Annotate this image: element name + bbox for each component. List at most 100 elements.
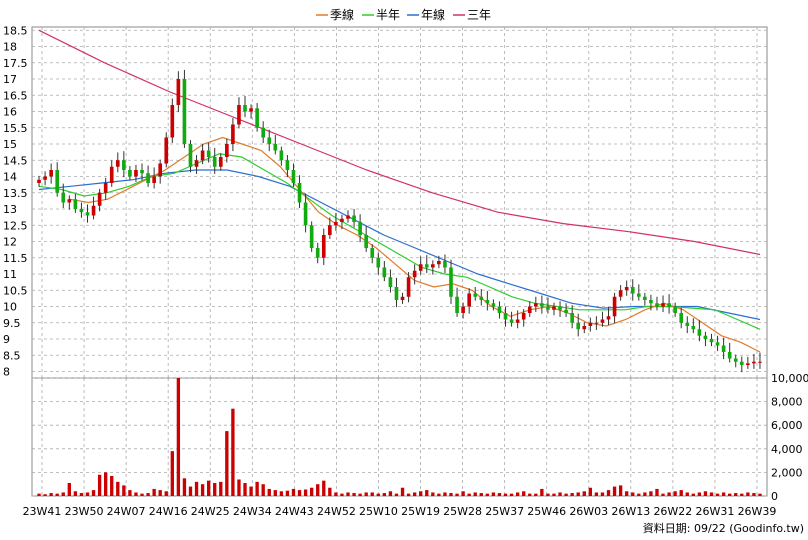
volume-bar xyxy=(691,493,695,496)
volume-bar xyxy=(655,488,659,496)
candle-body xyxy=(497,306,502,313)
candle-body xyxy=(352,215,356,222)
volume-bar xyxy=(237,479,241,496)
volume-bar xyxy=(431,492,435,496)
volume-bar xyxy=(182,478,187,496)
volume-bar xyxy=(279,491,284,496)
volume-bar xyxy=(261,484,265,496)
candle-body xyxy=(655,303,659,307)
candle-body xyxy=(49,170,53,177)
candle-body xyxy=(533,303,538,307)
volume-bar xyxy=(564,493,568,496)
volume-y-axis: 10,000 8,000 6,000 4,000 2,000 0 xyxy=(771,372,808,503)
x-tick-label: 24W25 xyxy=(191,505,230,518)
candle-body xyxy=(346,215,350,219)
candle-body xyxy=(503,313,508,320)
volume-bar xyxy=(570,493,574,496)
legend-label-half: 半年 xyxy=(376,8,400,22)
volume-tick-label: 8,000 xyxy=(771,396,803,409)
volume-bar xyxy=(588,487,593,496)
candlesticks xyxy=(37,69,762,373)
volume-bar xyxy=(582,491,586,496)
candle-body xyxy=(134,170,138,177)
candle-body xyxy=(388,277,393,287)
price-tick-label: 8 xyxy=(3,366,10,379)
candle-body xyxy=(715,342,720,346)
volume-bar xyxy=(346,492,350,496)
candle-body xyxy=(37,179,41,183)
candle-body xyxy=(624,287,629,291)
volume-bar xyxy=(225,431,229,496)
candle-body xyxy=(479,296,484,300)
x-tick-label: 25W10 xyxy=(359,505,398,518)
candle-body xyxy=(461,306,465,313)
candle-body xyxy=(115,160,120,167)
volume-bar xyxy=(522,491,526,496)
volume-bar xyxy=(128,490,132,496)
ma-line-3year xyxy=(38,29,761,256)
volume-bar xyxy=(600,492,605,496)
volume-bar xyxy=(73,491,78,496)
x-tick-label: 24W07 xyxy=(107,505,146,518)
volume-tick-label: 4,000 xyxy=(771,443,803,456)
x-axis: 23W41 23W50 24W07 24W16 24W25 24W34 24W43 24W52… xyxy=(23,505,777,518)
price-tick-label: 18.5 xyxy=(3,24,28,37)
volume-bar xyxy=(255,481,259,496)
candle-body xyxy=(122,160,126,170)
candle-body xyxy=(612,296,617,317)
candle-body xyxy=(382,267,387,278)
volume-bar xyxy=(273,490,277,496)
volume-bar xyxy=(461,491,465,496)
candle-body xyxy=(261,127,266,138)
volume-bar xyxy=(322,480,326,496)
volume-bar xyxy=(618,485,623,496)
volume-bar xyxy=(285,490,290,496)
candle-body xyxy=(721,345,726,352)
volume-bar xyxy=(467,493,471,496)
candle-body xyxy=(661,303,665,307)
candle-body xyxy=(231,124,235,144)
candle-body xyxy=(321,235,326,258)
volume-bar xyxy=(382,493,387,496)
volume-bar xyxy=(497,493,502,496)
candle-body xyxy=(79,209,84,213)
candle-body xyxy=(358,222,362,235)
candle-body xyxy=(176,79,181,105)
volume-bar xyxy=(649,491,653,496)
candle-body xyxy=(746,363,750,365)
price-tick-label: 18 xyxy=(3,41,17,54)
volume-bar xyxy=(509,493,514,496)
x-tick-label: 23W41 xyxy=(23,505,62,518)
candle-body xyxy=(334,222,338,226)
volume-bar xyxy=(388,491,393,496)
volume-bar xyxy=(449,493,453,496)
x-tick-label: 24W43 xyxy=(275,505,314,518)
price-tick-label: 15.5 xyxy=(3,122,28,135)
candle-body xyxy=(279,150,284,161)
x-tick-label: 26W13 xyxy=(611,505,650,518)
volume-bar xyxy=(134,492,138,496)
candle-body xyxy=(61,192,66,203)
candle-body xyxy=(467,293,471,307)
volume-panel: 10,000 8,000 6,000 4,000 2,000 0 xyxy=(31,372,808,503)
volume-bar xyxy=(43,494,47,496)
candle-body xyxy=(630,287,635,294)
price-tick-label: 13.5 xyxy=(3,187,28,200)
volume-bar xyxy=(412,492,417,496)
x-tick-label: 25W28 xyxy=(443,505,482,518)
candle-body xyxy=(225,144,229,157)
candle-body xyxy=(527,306,532,313)
volume-bar xyxy=(104,472,108,496)
candle-body xyxy=(200,150,205,161)
candle-body xyxy=(515,319,520,323)
volume-bar xyxy=(576,492,580,496)
volume-bar xyxy=(491,492,496,496)
volume-bar xyxy=(164,491,168,496)
volume-bar xyxy=(728,493,732,496)
volume-bar xyxy=(752,493,756,496)
candle-body xyxy=(43,176,47,180)
volume-bar xyxy=(97,474,102,496)
legend-label-year: 年線 xyxy=(421,7,445,22)
candle-body xyxy=(733,358,738,362)
